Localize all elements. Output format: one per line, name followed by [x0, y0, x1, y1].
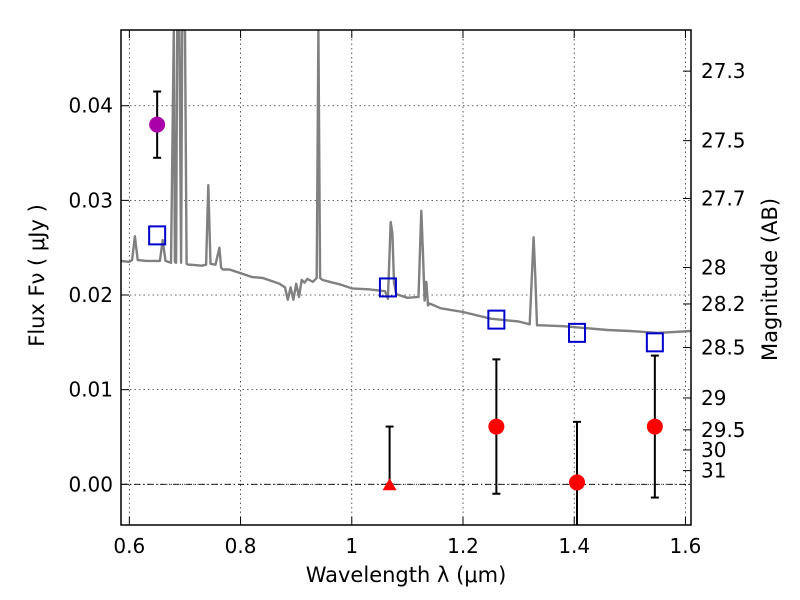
measurement-point — [646, 418, 663, 435]
model-photometry-square — [378, 277, 397, 298]
y-tick-label: 0.03 — [68, 188, 113, 212]
model-photometry-square — [568, 322, 586, 343]
mag-tick-label: 27.5 — [701, 129, 746, 153]
plot-area — [121, 30, 691, 485]
mag-tick-label: 27.3 — [701, 59, 746, 83]
measurement-point — [488, 418, 505, 435]
ticks-layer: 0.6 0.8 1 1.2 1.4 1.6 0.00 0.01 0.02 0.03 0.04 27.3… — [68, 30, 746, 558]
mag-tick-label: 28 — [701, 255, 726, 279]
x-tick-label: 0.6 — [113, 534, 145, 558]
detection-point — [149, 116, 166, 133]
mag-tick-label: 28.2 — [701, 292, 746, 316]
plot-frame — [120, 29, 692, 526]
x-tick-label: 1 — [345, 534, 358, 558]
y-tick-label: 0.01 — [68, 378, 113, 402]
mag-tick-label: 27.7 — [701, 186, 746, 210]
model-photometry-square — [487, 309, 506, 330]
mag-tick-label: 29 — [701, 386, 726, 410]
model-photometry-square — [645, 332, 664, 353]
model-photometry-square — [148, 225, 167, 246]
spectrum-line — [121, 30, 691, 335]
mag-tick-label: 30 — [701, 438, 726, 462]
mag-tick-label: 31 — [701, 459, 726, 483]
y-tick-label: 0.02 — [68, 283, 113, 307]
marker-layer — [148, 90, 664, 525]
mag-tick-label: 29.5 — [701, 418, 746, 442]
x-tick-label: 1.4 — [558, 534, 590, 558]
grid-layer — [121, 30, 691, 525]
x-tick-label: 1.2 — [447, 534, 479, 558]
mag-tick-label: 28.5 — [701, 335, 746, 359]
upper-limit-triangle — [382, 478, 397, 491]
y-axis-label: Flux Fν ( μJy ) — [25, 204, 49, 347]
x-axis-label: Wavelength λ (μm) — [306, 563, 507, 587]
x-tick-label: 1.6 — [670, 534, 702, 558]
x-tick-label: 0.8 — [225, 534, 257, 558]
y-tick-label: 0.00 — [68, 472, 113, 496]
measurement-point — [569, 474, 585, 491]
y2-axis-label: Magnitude (AB) — [758, 198, 782, 361]
y-tick-label: 0.04 — [68, 94, 113, 118]
